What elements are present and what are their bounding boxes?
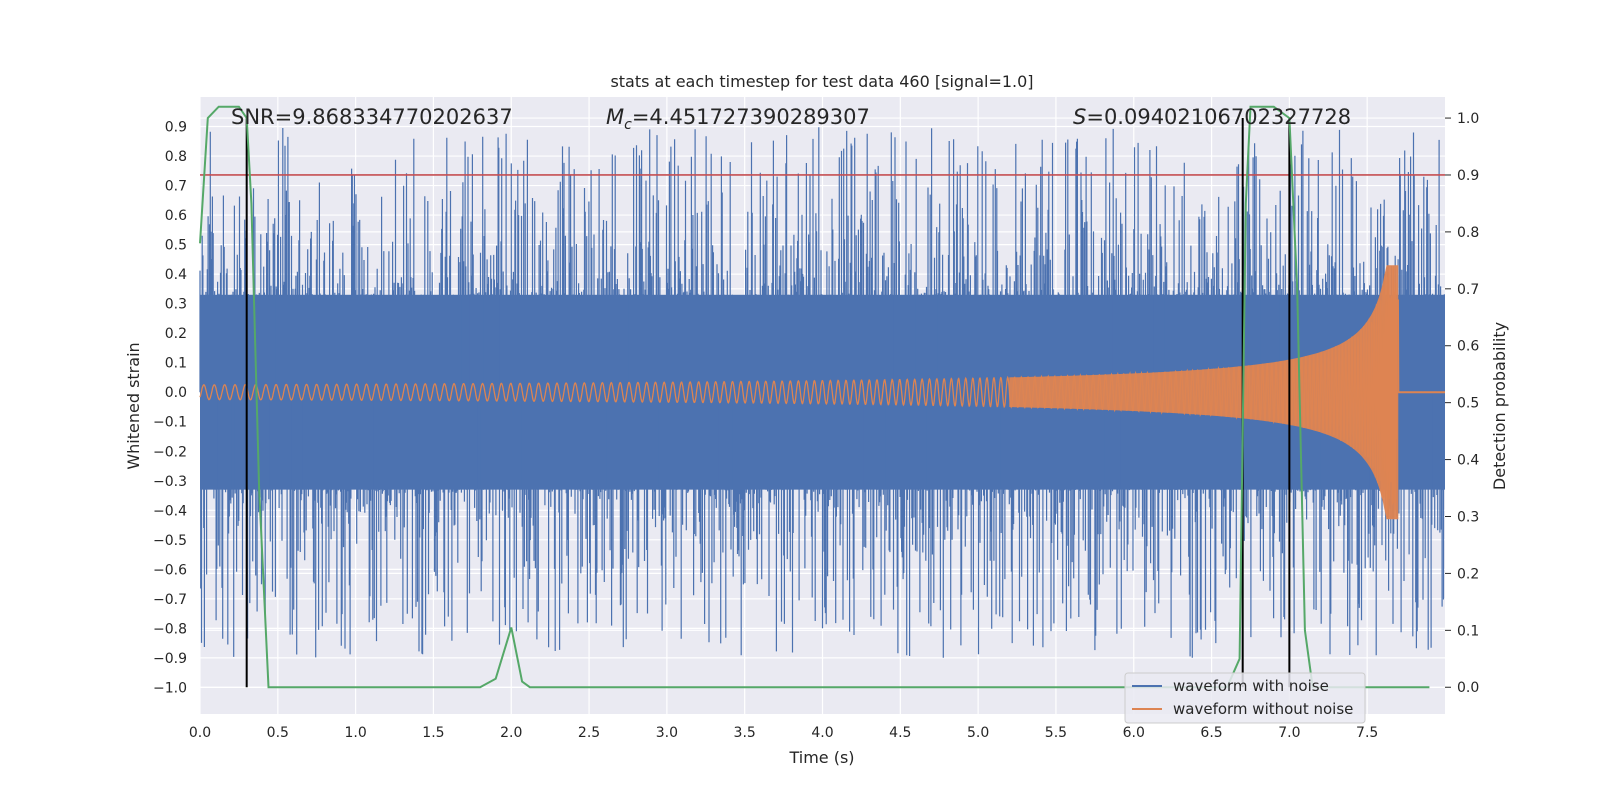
y-tick-label: 0.8 [165,149,187,165]
legend-label-clean: waveform without noise [1173,700,1353,718]
x-tick-label: 7.0 [1278,725,1300,741]
y-tick-label: 0.6 [165,208,187,224]
s-value: =0.09402106702327728 [1086,105,1351,129]
y-tick-label: 0.1 [165,356,187,372]
y-tick-label: −0.3 [153,474,187,490]
x-tick-label: 2.5 [578,725,600,741]
y-tick-label: 0.9 [165,120,187,136]
y-tick-label: −0.7 [153,592,187,608]
y-tick-label: 0.7 [165,179,187,195]
x-tick-label: 2.0 [500,725,522,741]
y2-tick-label: 0.2 [1457,566,1479,582]
s-annotation: S=0.09402106702327728 [1073,105,1351,129]
waveform-without-noise-series [199,265,1445,520]
x-tick-label: 1.0 [344,725,366,741]
y2-tick-label: 0.5 [1457,396,1479,412]
chirp-mass-value: =4.451727390289307 [632,105,870,129]
y-tick-label: −1.0 [153,680,187,696]
y2-tick-label: 0.9 [1457,168,1479,184]
y-tick-label: 0.0 [165,385,187,401]
x-tick-label: 4.0 [811,725,833,741]
x-tick-label: 4.5 [889,725,911,741]
legend-box [1124,672,1366,724]
y-tick-label: −0.9 [153,651,187,667]
detection-probability-line [199,105,1430,689]
x-tick-label: 7.5 [1356,725,1378,741]
chirp-mass-symbol: M [606,105,624,129]
y2-tick-label: 0.7 [1457,282,1479,298]
y-tick-label: −0.1 [153,415,187,431]
y-tick-label: −0.5 [153,533,187,549]
detection-probability-series [199,105,1430,689]
y2-tick-label: 0.3 [1457,509,1479,525]
x-tick-label: 3.5 [734,725,756,741]
y-axis-label: Whitened strain [124,342,143,469]
x-tick-label: 0.0 [189,725,211,741]
axis-ticks: 0.0 0.5 1.0 1.5 2.0 2.5 3.0 3.5 4.0 4.5 5.0 5.5 6.0 6… [153,111,1479,741]
y2-tick-label: 0.6 [1457,339,1479,355]
y-tick-label: −0.8 [153,621,187,637]
noise-spikes [199,127,1445,658]
chart-title: stats at each timestep for test data 460… [610,72,1033,91]
y-tick-label: −0.2 [153,444,187,460]
x-axis-label: Time (s) [788,748,854,767]
y-tick-label: 0.4 [165,267,187,283]
x-tick-label: 6.5 [1200,725,1222,741]
y-tick-label: −0.6 [153,562,187,578]
y-tick-label: 0.3 [165,297,187,313]
legend: waveform with noise waveform without noi… [1124,672,1366,724]
y2-tick-label: 0.0 [1457,680,1479,696]
y2-tick-label: 0.8 [1457,225,1479,241]
x-tick-label: 0.5 [267,725,289,741]
s-symbol: S [1073,105,1086,129]
y2-tick-label: 1.0 [1457,111,1479,127]
y-tick-label: 0.5 [165,238,187,254]
clean-waveform-envelope [1009,265,1399,520]
y-tick-label: 0.2 [165,326,187,342]
snr-annotation: SNR=9.868334770202637 [231,105,513,129]
chirp-mass-subscript: c [624,117,632,133]
x-tick-label: 1.5 [422,725,444,741]
x-tick-label: 5.0 [967,725,989,741]
y2-tick-label: 0.4 [1457,453,1479,469]
legend-label-noise: waveform with noise [1173,677,1329,695]
x-tick-label: 3.0 [656,725,678,741]
y2-axis-label: Detection probability [1490,322,1509,490]
x-tick-label: 6.0 [1123,725,1145,741]
y-tick-label: −0.4 [153,503,187,519]
y2-tick-label: 0.1 [1457,623,1479,639]
x-tick-label: 5.5 [1045,725,1067,741]
chirp-mass-annotation: Mc=4.451727390289307 [606,105,870,133]
